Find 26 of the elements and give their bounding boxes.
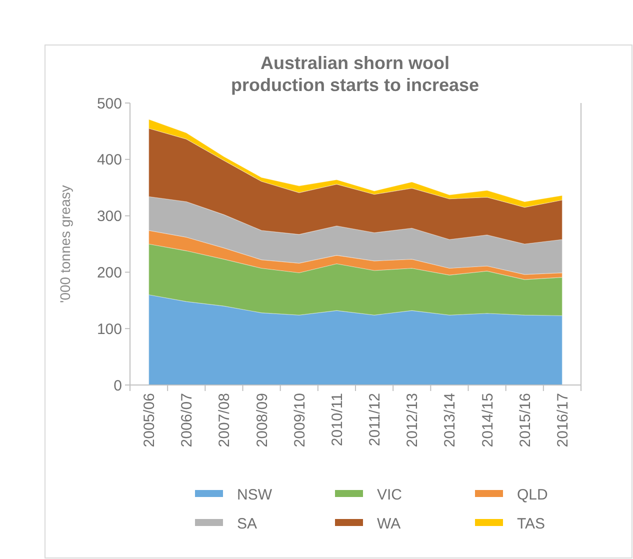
legend-label: WA xyxy=(377,515,401,532)
chart-title: Australian shorn wool production starts to increase xyxy=(230,53,480,95)
legend-label: VIC xyxy=(377,486,402,504)
y-tick-label: 300 xyxy=(96,208,122,226)
y-tick-label: 400 xyxy=(96,152,122,169)
x-tick-label: 2015/16 xyxy=(516,393,534,448)
x-tick-label: 2011/12 xyxy=(366,393,384,446)
y-tick-label: 200 xyxy=(96,264,122,282)
x-tick-label: 2006/07 xyxy=(178,393,196,448)
y-axis-title: '000 tonnes greasy xyxy=(57,185,73,303)
x-tick-label: 2016/17 xyxy=(554,393,572,448)
x-tick-label: 2005/06 xyxy=(141,393,158,448)
legend-label: QLD xyxy=(517,486,548,504)
legend-label: NSW xyxy=(237,486,273,504)
x-tick-label: 2008/09 xyxy=(254,393,271,448)
x-tick-label: 2009/10 xyxy=(291,393,308,448)
x-tick-label: 2012/13 xyxy=(404,393,422,448)
x-tick-label: 2013/14 xyxy=(442,393,459,448)
legend-label: SA xyxy=(237,515,258,532)
x-tick-label: 2007/08 xyxy=(216,393,234,448)
y-tick-label: 100 xyxy=(96,320,122,338)
x-tick-label: 2010/11 xyxy=(328,393,346,446)
y-tick-label: 500 xyxy=(96,95,122,112)
y-tick-label: 0 xyxy=(114,377,122,394)
x-tick-label: 2014/15 xyxy=(479,393,496,448)
legend-label: TAS xyxy=(517,515,546,532)
